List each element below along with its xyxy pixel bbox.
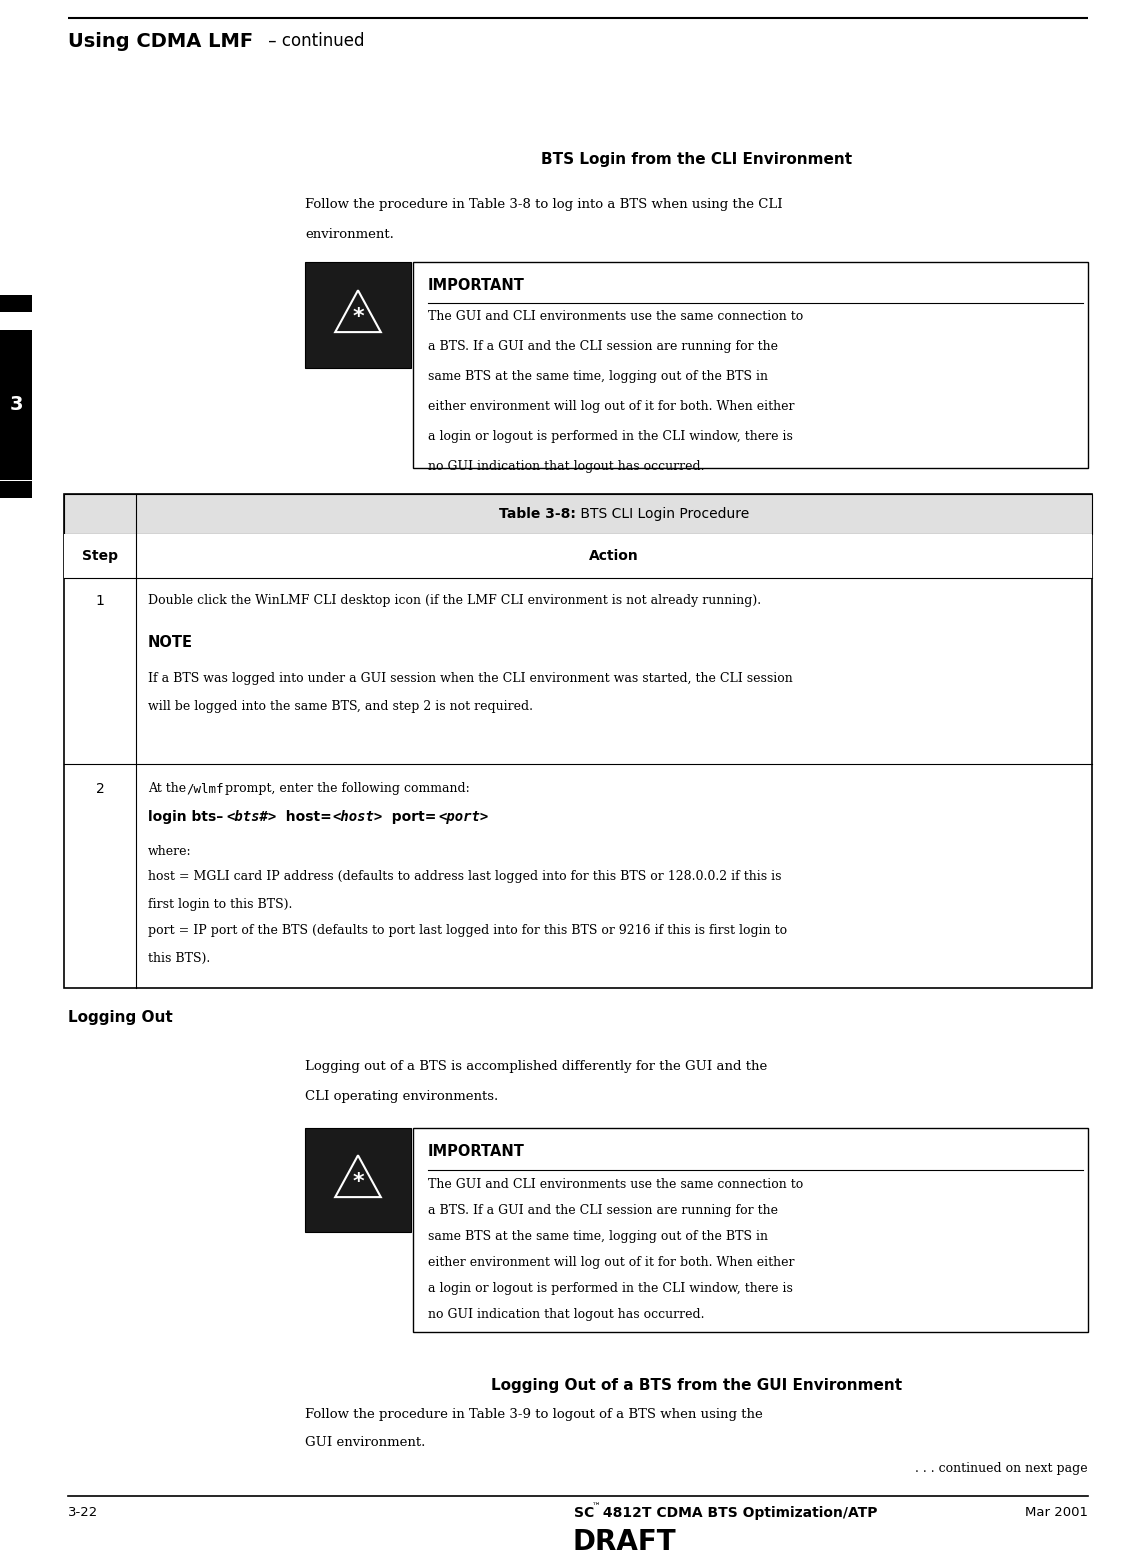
Text: The GUI and CLI environments use the same connection to: The GUI and CLI environments use the sam… <box>428 1178 804 1190</box>
Bar <box>64 534 1092 577</box>
Bar <box>413 261 1088 468</box>
Text: Follow the procedure in Table 3-8 to log into a BTS when using the CLI: Follow the procedure in Table 3-8 to log… <box>305 198 783 212</box>
Text: Action: Action <box>589 549 639 563</box>
Text: 2: 2 <box>95 783 104 797</box>
Text: BTS CLI Login Procedure: BTS CLI Login Procedure <box>576 507 750 521</box>
Text: no GUI indication that logout has occurred.: no GUI indication that logout has occurr… <box>428 461 705 473</box>
Text: SC: SC <box>574 1506 595 1520</box>
Text: Logging Out of a BTS from the GUI Environment: Logging Out of a BTS from the GUI Enviro… <box>491 1379 902 1393</box>
Text: host = MGLI card IP address (defaults to address last logged into for this BTS o: host = MGLI card IP address (defaults to… <box>148 870 782 882</box>
Text: NOTE: NOTE <box>148 635 193 650</box>
Text: <port>: <port> <box>439 811 488 825</box>
Text: either environment will log out of it for both. When either: either environment will log out of it fo… <box>428 1256 794 1270</box>
Text: 1: 1 <box>95 594 104 608</box>
Text: same BTS at the same time, logging out of the BTS in: same BTS at the same time, logging out o… <box>428 370 768 383</box>
Text: 3: 3 <box>9 395 23 414</box>
Text: Logging Out: Logging Out <box>68 1010 172 1025</box>
Text: *: * <box>352 307 364 327</box>
Text: BTS Login from the CLI Environment: BTS Login from the CLI Environment <box>541 152 852 166</box>
Text: login bts–: login bts– <box>148 811 223 825</box>
Text: ​host=: ​host= <box>276 811 332 825</box>
Bar <box>64 493 1092 988</box>
Text: IMPORTANT: IMPORTANT <box>428 279 525 293</box>
Text: Table 3-8:: Table 3-8: <box>499 507 576 521</box>
Bar <box>305 1128 411 1232</box>
Text: a login or logout is performed in the CLI window, there is: a login or logout is performed in the CL… <box>428 429 793 443</box>
Text: this BTS).: this BTS). <box>148 952 210 965</box>
Text: If a BTS was logged into under a GUI session when the CLI environment was starte: If a BTS was logged into under a GUI ses… <box>148 672 793 685</box>
Text: prompt, enter the following command:: prompt, enter the following command: <box>222 783 470 795</box>
Text: environment.: environment. <box>305 229 394 241</box>
Text: will be logged into the same BTS, and step 2 is not required.: will be logged into the same BTS, and st… <box>148 700 533 713</box>
Text: – continued: – continued <box>263 33 365 50</box>
Text: Using CDMA LMF: Using CDMA LMF <box>68 33 253 51</box>
Text: same BTS at the same time, logging out of the BTS in: same BTS at the same time, logging out o… <box>428 1229 768 1243</box>
Bar <box>0 481 32 498</box>
Bar <box>0 330 32 479</box>
Text: *: * <box>352 1172 364 1192</box>
Text: where:: where: <box>148 845 192 857</box>
Text: ™: ™ <box>591 1502 600 1511</box>
Text: a BTS. If a GUI and the CLI session are running for the: a BTS. If a GUI and the CLI session are … <box>428 341 778 353</box>
Text: . . . continued on next page: . . . continued on next page <box>915 1463 1088 1475</box>
Text: Follow the procedure in Table 3-9 to logout of a BTS when using the: Follow the procedure in Table 3-9 to log… <box>305 1408 762 1421</box>
Text: Logging out of a BTS is accomplished differently for the GUI and the: Logging out of a BTS is accomplished dif… <box>305 1060 767 1074</box>
Text: either environment will log out of it for both. When either: either environment will log out of it fo… <box>428 400 794 412</box>
Bar <box>305 261 411 369</box>
Text: port = IP port of the BTS (defaults to port last logged into for this BTS or 921: port = IP port of the BTS (defaults to p… <box>148 924 788 937</box>
Text: IMPORTANT: IMPORTANT <box>428 1144 525 1159</box>
Text: <host>: <host> <box>332 811 382 825</box>
Text: ​port=: ​port= <box>382 811 436 825</box>
Text: no GUI indication that logout has occurred.: no GUI indication that logout has occurr… <box>428 1309 705 1321</box>
Bar <box>413 1128 1088 1332</box>
Text: /wlmf: /wlmf <box>186 783 224 795</box>
Text: The GUI and CLI environments use the same connection to: The GUI and CLI environments use the sam… <box>428 310 804 324</box>
Text: CLI operating environments.: CLI operating environments. <box>305 1091 498 1103</box>
Text: Step: Step <box>82 549 118 563</box>
Text: 3-22: 3-22 <box>68 1506 99 1519</box>
Text: a BTS. If a GUI and the CLI session are running for the: a BTS. If a GUI and the CLI session are … <box>428 1204 778 1217</box>
Bar <box>0 296 32 313</box>
Text: Double click the WinLMF CLI desktop icon (if the LMF CLI environment is not alre: Double click the WinLMF CLI desktop icon… <box>148 594 761 607</box>
Text: first login to this BTS).: first login to this BTS). <box>148 898 293 910</box>
Text: DRAFT: DRAFT <box>572 1528 676 1556</box>
Text: 4812T CDMA BTS Optimization/ATP: 4812T CDMA BTS Optimization/ATP <box>598 1506 877 1520</box>
Bar <box>64 493 1092 534</box>
Text: GUI environment.: GUI environment. <box>305 1436 426 1449</box>
Text: Mar 2001: Mar 2001 <box>1025 1506 1088 1519</box>
Text: a login or logout is performed in the CLI window, there is: a login or logout is performed in the CL… <box>428 1282 793 1295</box>
Text: At the: At the <box>148 783 191 795</box>
Text: <bts#>: <bts#> <box>226 811 277 825</box>
